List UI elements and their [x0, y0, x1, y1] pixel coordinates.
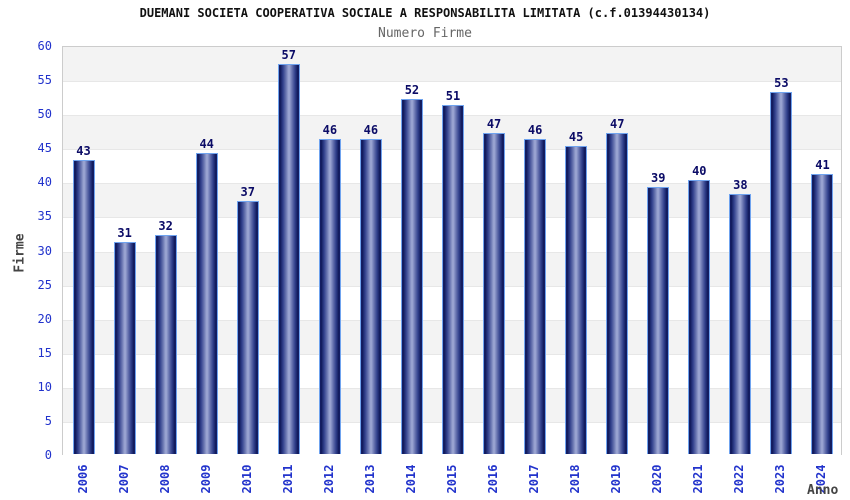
- y-tick-label: 55: [37, 73, 52, 87]
- y-tick-label: 50: [37, 107, 52, 121]
- y-tick-label: 45: [37, 141, 52, 155]
- x-tick-label: 2010: [240, 464, 254, 494]
- bar-2007: [114, 242, 136, 454]
- bar-value-label: 53: [774, 76, 789, 90]
- x-tick-label: 2018: [568, 464, 582, 494]
- y-tick-label: 25: [37, 278, 52, 292]
- bar-value-label: 41: [815, 158, 830, 172]
- x-tick-label: 2022: [732, 464, 746, 494]
- bar-2012: [319, 139, 341, 454]
- bar-value-label: 46: [363, 123, 379, 137]
- bar-value-label: 45: [568, 130, 584, 144]
- plot-band: [63, 47, 841, 82]
- bar-2024: [811, 174, 833, 454]
- bar-value-label: 37: [240, 185, 255, 199]
- y-tick-label: 10: [37, 380, 52, 394]
- bar-2006: [73, 160, 95, 454]
- x-tick-label: 2011: [281, 464, 295, 494]
- bar-value-label: 47: [486, 117, 502, 131]
- bar-2013: [360, 139, 382, 454]
- bar-value-label: 51: [445, 89, 461, 103]
- x-tick-label: 2020: [650, 464, 664, 494]
- bar-2021: [688, 180, 710, 454]
- y-tick-label: 35: [37, 209, 52, 223]
- bar-2018: [565, 146, 587, 454]
- bar-value-label: 47: [609, 117, 625, 131]
- bar-2017: [524, 139, 546, 454]
- y-tick-label: 15: [37, 346, 52, 360]
- bar-value-label: 39: [651, 171, 666, 185]
- y-tick-label: 60: [37, 39, 52, 53]
- x-tick-label: 2016: [486, 464, 500, 494]
- x-tick-label: 2013: [363, 464, 377, 494]
- bar-value-label: 43: [76, 144, 91, 158]
- bar-value-label: 31: [117, 226, 132, 240]
- x-tick-label: 2009: [199, 464, 213, 494]
- x-tick-label: 2014: [404, 464, 418, 494]
- y-tick-label: 0: [44, 448, 52, 462]
- x-tick-label: 2019: [609, 464, 623, 494]
- bar-value-label: 40: [692, 164, 707, 178]
- x-tick-label: 2008: [158, 464, 172, 494]
- bar-2010: [237, 201, 259, 454]
- chart-subtitle: Numero Firme: [378, 26, 472, 41]
- x-axis-title: Anno: [807, 483, 839, 498]
- bar-2008: [155, 235, 177, 454]
- bar-2022: [729, 194, 751, 454]
- x-tick-label: 2006: [76, 464, 90, 494]
- chart-title: DUEMANI SOCIETA COOPERATIVA SOCIALE A RE…: [139, 6, 711, 20]
- y-tick-label: 40: [37, 175, 52, 189]
- bar-2019: [606, 133, 628, 454]
- bar-value-label: 46: [322, 123, 338, 137]
- x-tick-label: 2017: [527, 464, 541, 494]
- bar-value-label: 46: [527, 123, 543, 137]
- bar-2023: [770, 92, 792, 454]
- bar-2014: [401, 99, 423, 454]
- bar-2011: [278, 64, 300, 454]
- y-tick-label: 30: [37, 244, 52, 258]
- y-axis-title: Firme: [12, 233, 28, 273]
- bar-value-label: 32: [158, 219, 173, 233]
- bar-value-label: 38: [733, 178, 748, 192]
- bar-value-label: 57: [281, 48, 297, 62]
- y-tick-label: 20: [37, 312, 52, 326]
- x-tick-label: 2023: [773, 464, 787, 494]
- plot-area: 43 31 32 44 37 57 46 46 52 51 47 46 45 47 39 40 38 53 41: [62, 46, 842, 456]
- y-axis: 0 5 10 15 20 25 30 35 40 45 50 55 60: [0, 39, 52, 462]
- x-tick-label: 2015: [445, 464, 459, 494]
- bar-2020: [647, 187, 669, 454]
- bar-2016: [483, 133, 505, 454]
- bar-2009: [196, 153, 218, 454]
- x-tick-label: 2012: [322, 464, 336, 494]
- x-tick-label: 2007: [117, 464, 131, 494]
- y-tick-label: 5: [44, 414, 52, 428]
- bar-2015: [442, 105, 464, 454]
- bar-value-label: 52: [404, 83, 420, 97]
- bar-value-label: 44: [199, 137, 214, 151]
- x-tick-label: 2021: [691, 464, 705, 494]
